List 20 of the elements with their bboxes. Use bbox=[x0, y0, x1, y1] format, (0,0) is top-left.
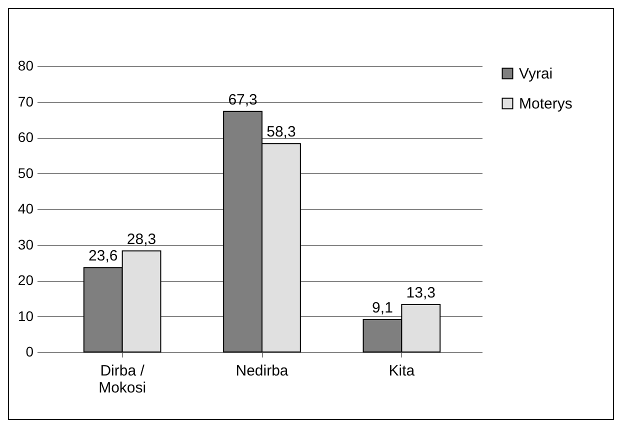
y-tick-label: 40 bbox=[18, 200, 34, 216]
y-tick-label: 70 bbox=[18, 93, 34, 110]
data-label: 23,6 bbox=[88, 248, 118, 265]
data-label: 9,1 bbox=[372, 299, 393, 316]
data-label: 13,3 bbox=[406, 284, 436, 302]
data-label: 28,3 bbox=[126, 230, 156, 248]
data-label: 67,3 bbox=[228, 91, 258, 108]
y-tick-label: 0 bbox=[26, 344, 34, 360]
y-tick-label: 30 bbox=[18, 236, 34, 252]
data-label: 58,3 bbox=[266, 124, 296, 141]
legend-label: Vyrai bbox=[519, 66, 553, 82]
legend-label: Moterys bbox=[519, 96, 572, 112]
y-tick-label: 20 bbox=[18, 272, 34, 288]
x-tick-label: Kita bbox=[388, 362, 416, 380]
y-tick-label: 50 bbox=[18, 164, 34, 181]
y-tick-label: 80 bbox=[18, 58, 34, 74]
y-tick-label: 60 bbox=[18, 129, 34, 145]
x-tick-label: Nedirba bbox=[236, 362, 289, 380]
y-tick-label: 10 bbox=[18, 308, 34, 324]
x-tick-label: Dirba / Mokosi bbox=[98, 362, 146, 396]
